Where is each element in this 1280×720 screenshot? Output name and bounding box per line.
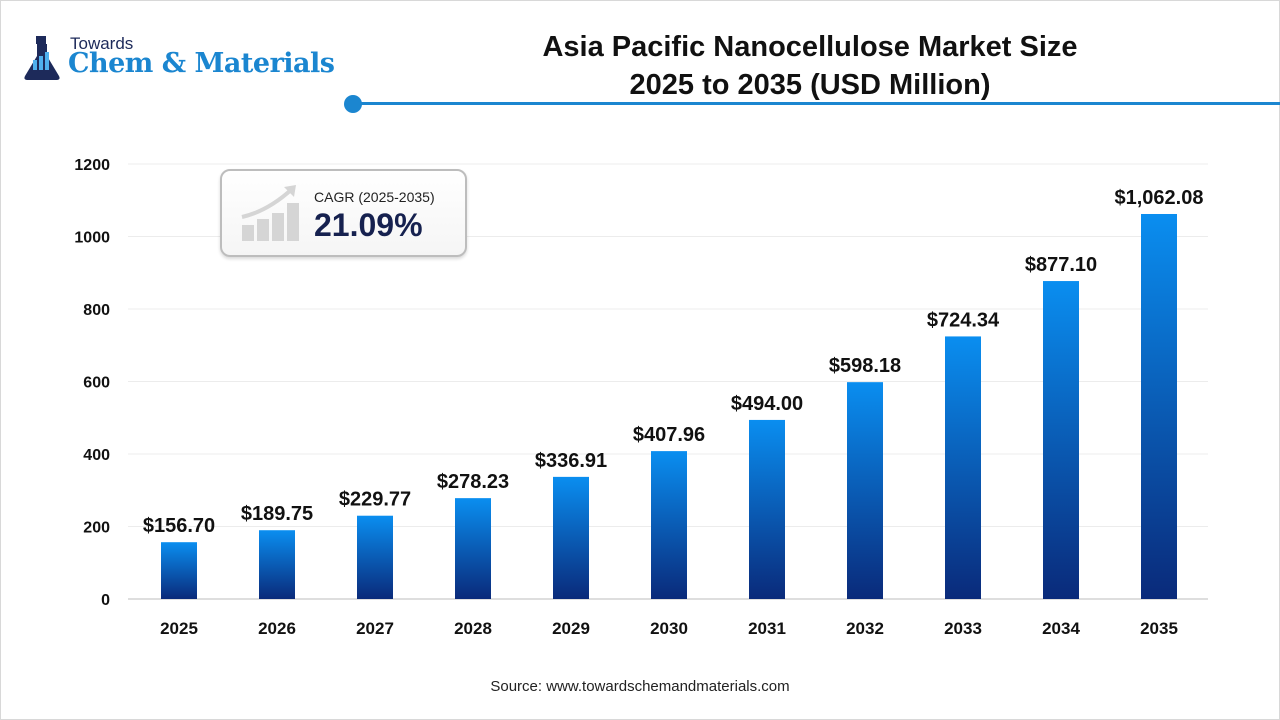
cagr-box: CAGR (2025-2035) 21.09% (220, 169, 467, 257)
logo-name: Chem & Materials (68, 48, 335, 79)
y-tick-label: 200 (83, 520, 110, 537)
chart-title: Asia Pacific Nanocellulose Market Size 2… (470, 28, 1150, 104)
data-label: $877.10 (1025, 254, 1097, 276)
data-label: $1,062.08 (1115, 187, 1204, 209)
x-tick-label: 2035 (1140, 619, 1178, 638)
flask-icon (24, 36, 60, 80)
bar-2029 (553, 476, 589, 599)
data-label: $156.70 (143, 515, 215, 537)
x-tick-label: 2034 (1042, 619, 1080, 638)
data-label: $189.75 (241, 503, 313, 525)
bar-2027 (357, 515, 393, 599)
y-tick-label: 800 (83, 302, 110, 319)
title-rule (360, 102, 1280, 105)
bar-2030 (651, 451, 687, 599)
cagr-value: 21.09% (314, 207, 423, 243)
x-tick-label: 2029 (552, 619, 590, 638)
y-tick-label: 600 (83, 375, 110, 392)
cagr-label: CAGR (2025-2035) (314, 189, 435, 205)
y-tick-label: 1000 (74, 230, 110, 247)
bar-2034 (1043, 281, 1079, 599)
logo-towards: Towards (70, 34, 134, 53)
bar-2033 (945, 336, 981, 599)
data-label: $336.91 (535, 450, 607, 472)
bar-2035 (1141, 213, 1177, 599)
y-tick-label: 400 (83, 447, 110, 464)
title-line-2: 2025 to 2035 (USD Million) (629, 69, 991, 101)
x-tick-label: 2027 (356, 619, 394, 638)
source-note: Source: www.towardschemandmaterials.com (490, 678, 790, 695)
x-tick-label: 2028 (454, 619, 492, 638)
growth-chart-icon (241, 185, 299, 241)
title-rule-dot (344, 95, 362, 113)
data-label: $494.00 (731, 393, 803, 415)
bar-2025 (161, 542, 197, 599)
x-tick-label: 2032 (846, 619, 884, 638)
x-tick-label: 2025 (160, 619, 198, 638)
x-tick-label: 2031 (748, 619, 786, 638)
bar-2026 (259, 530, 295, 599)
data-label: $278.23 (437, 471, 509, 493)
bar-2031 (749, 419, 785, 599)
data-label: $724.34 (927, 309, 1000, 331)
data-label: $407.96 (633, 424, 705, 446)
y-tick-label: 0 (101, 592, 110, 609)
x-tick-label: 2033 (944, 619, 982, 638)
logo: Towards Chem & Materials (22, 34, 342, 84)
x-tick-label: 2030 (650, 619, 688, 638)
data-label: $598.18 (829, 355, 901, 377)
data-label: $229.77 (339, 489, 411, 511)
bar-2028 (455, 498, 491, 599)
bar-2032 (847, 382, 883, 599)
x-tick-label: 2026 (258, 619, 296, 638)
title-line-1: Asia Pacific Nanocellulose Market Size (542, 31, 1078, 63)
y-tick-label: 1200 (74, 157, 110, 174)
